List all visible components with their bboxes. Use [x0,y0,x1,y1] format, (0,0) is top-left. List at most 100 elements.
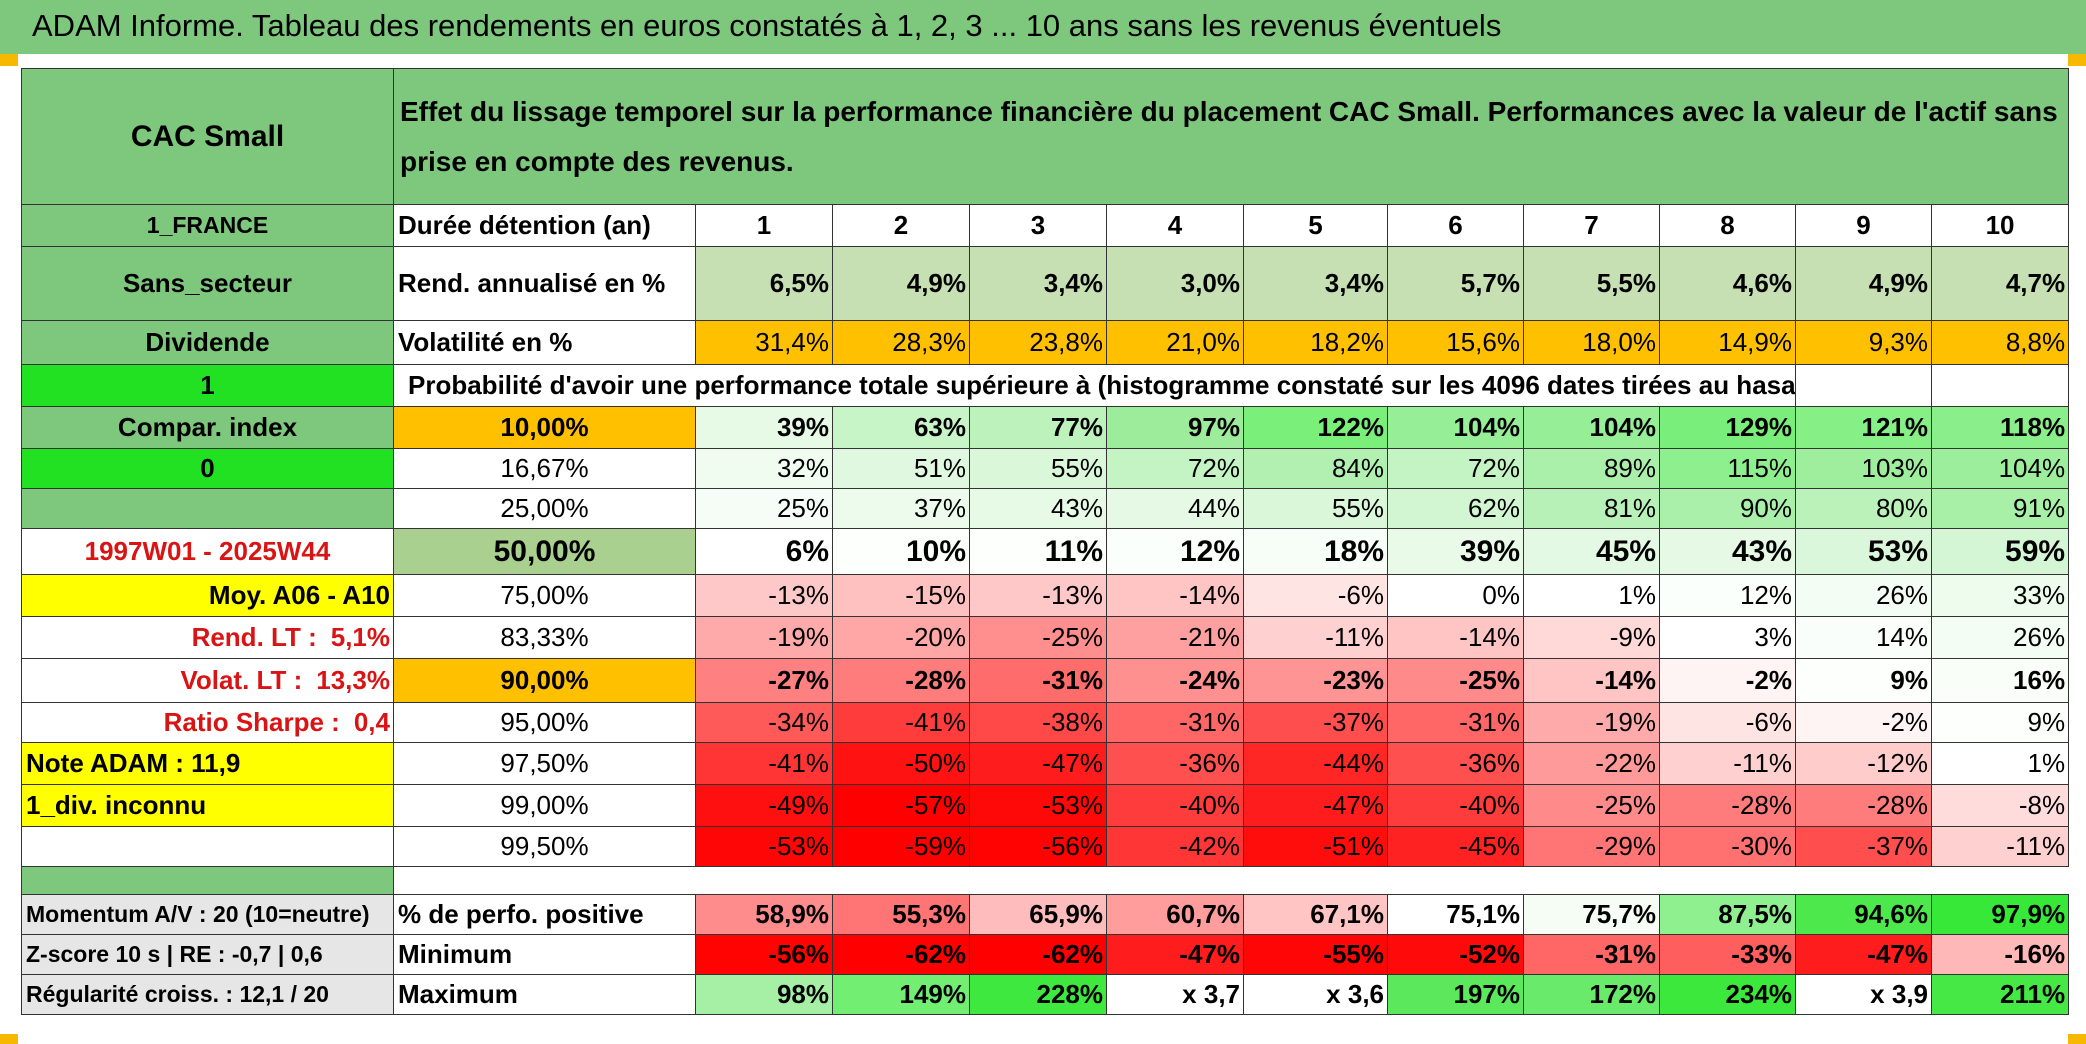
corner-ornament [0,54,18,66]
table-row: CAC Small Effet du lissage temporel sur l… [21,68,2070,205]
prob-cell: 1% [1930,742,2070,785]
prob-cell: -28% [1795,784,1932,827]
rend-cell: 3,4% [1243,246,1388,321]
prob-cell: 129% [1659,406,1796,449]
prob-cell: 89% [1523,448,1660,489]
prob-cell: -9% [1523,616,1660,659]
table-row: Compar. index 10,00% 39% 63% 77% 97% 122% 104% 1… [21,406,2070,449]
prob-cell: 33% [1930,574,2070,617]
prob-cell: -50% [832,742,970,785]
pct-pos-cell: 75,7% [1523,894,1660,935]
prob-cell: 77% [969,406,1107,449]
prob-cell: 97% [1106,406,1244,449]
prob-cell: 81% [1523,488,1660,529]
year-header: 4 [1106,204,1244,247]
rend-cell: 4,7% [1930,246,2070,321]
rend-cell: 3,0% [1106,246,1244,321]
prob-cell: -47% [1243,784,1388,827]
rend-cell: 4,6% [1659,246,1796,321]
label: Ratio Sharpe : [163,707,340,737]
prob-cell: 18% [1243,528,1388,575]
prob-cell: 14% [1795,616,1932,659]
proba-header: Probabilité d'avoir une performance tota… [393,364,1796,407]
rend-label: Rend. annualisé en % [393,246,696,321]
title-bar [0,0,2086,54]
sidebar-blank [21,488,394,529]
table-row: Ratio Sharpe :0,4 95,00% -34% -41% -38% -31% -… [21,702,2070,743]
threshold-cell: 99,00% [393,784,696,827]
prob-cell: 121% [1795,406,1932,449]
pct-pos-cell: 94,6% [1795,894,1932,935]
prob-cell: -25% [1387,658,1524,703]
prob-cell: -11% [1659,742,1796,785]
threshold-cell: 83,33% [393,616,696,659]
prob-cell: -53% [969,784,1107,827]
div-label: 1_div. inconnu [21,784,394,827]
year-header: 10 [1930,204,2070,247]
prob-cell: -25% [969,616,1107,659]
minimum-cell: -47% [1795,934,1932,975]
prob-cell: -34% [695,702,833,743]
prob-cell: -29% [1523,826,1660,867]
volat-cell: 31,4% [695,320,833,365]
prob-cell: -30% [1659,826,1796,867]
prob-cell: -15% [832,574,970,617]
rend-lt: Rend. LT : 5,1% [21,616,394,659]
prob-cell: -40% [1106,784,1244,827]
prob-cell: 55% [969,448,1107,489]
volat-cell: 9,3% [1795,320,1932,365]
minimum-cell: -55% [1243,934,1388,975]
minimum-cell: -52% [1387,934,1524,975]
maximum-cell: 172% [1523,974,1660,1015]
prob-cell: 59% [1930,528,2070,575]
prob-cell: -36% [1106,742,1244,785]
rend-cell: 4,9% [1795,246,1932,321]
table-row: Sans_secteur Rend. annualisé en % 6,5% 4,9%… [21,246,2070,321]
selector-one: 1 [21,364,394,407]
minimum-cell: -62% [969,934,1107,975]
prob-cell: 51% [832,448,970,489]
table-row: Rend. LT : 5,1% 83,33% -19% -20% -25% -21% -11%… [21,616,2070,659]
asset-name: CAC Small [21,68,394,205]
volat-cell: 21,0% [1106,320,1244,365]
pct-pos-cell: 97,9% [1930,894,2070,935]
maximum-cell: 234% [1659,974,1796,1015]
threshold-cell: 10,00% [393,406,696,449]
prob-cell: 63% [832,406,970,449]
prob-cell: -6% [1659,702,1796,743]
prob-cell: -2% [1795,702,1932,743]
prob-cell: 104% [1387,406,1524,449]
prob-cell: -47% [969,742,1107,785]
prob-cell: -31% [1387,702,1524,743]
dividend-label: Dividende [21,320,394,365]
maximum-cell: x 3,7 [1106,974,1244,1015]
prob-cell: -37% [1243,702,1388,743]
year-header: 8 [1659,204,1796,247]
corner-ornament [2068,1034,2086,1044]
prob-cell: -14% [1106,574,1244,617]
year-header: 6 [1387,204,1524,247]
table-row: Momentum A/V : 20 (10=neutre)% de perfo.… [21,894,2070,935]
duree-label: Durée détention (an) [393,204,696,247]
stat-label: Momentum A/V : 20 (10=neutre) [21,894,394,935]
prob-cell: 103% [1795,448,1932,489]
pct-pos-cell: 58,9% [695,894,833,935]
stat-label: Z-score 10 s | RE : -0,7 | 0,6 [21,934,394,975]
volat-cell: 18,2% [1243,320,1388,365]
maximum-cell: x 3,9 [1795,974,1932,1015]
table-row: Z-score 10 s | RE : -0,7 | 0,6 Minimum -56… [21,934,2070,975]
empty-cell [1930,364,2070,407]
prob-cell: -11% [1930,826,2070,867]
prob-cell: -19% [1523,702,1660,743]
table-row: Régularité croiss. : 12,1 / 20 Maximum 98%… [21,974,2070,1015]
prob-cell: 53% [1795,528,1932,575]
prob-cell: 12% [1106,528,1244,575]
table-row: 1_div. inconnu 99,00% -49% -57% -53% -40% -47%… [21,784,2070,827]
prob-cell: 84% [1243,448,1388,489]
prob-cell: 3% [1659,616,1796,659]
prob-cell: -11% [1243,616,1388,659]
pct-pos-cell: 55,3% [832,894,970,935]
minimum-cell: -62% [832,934,970,975]
prob-cell: -21% [1106,616,1244,659]
label: Volat. LT : [180,665,303,695]
